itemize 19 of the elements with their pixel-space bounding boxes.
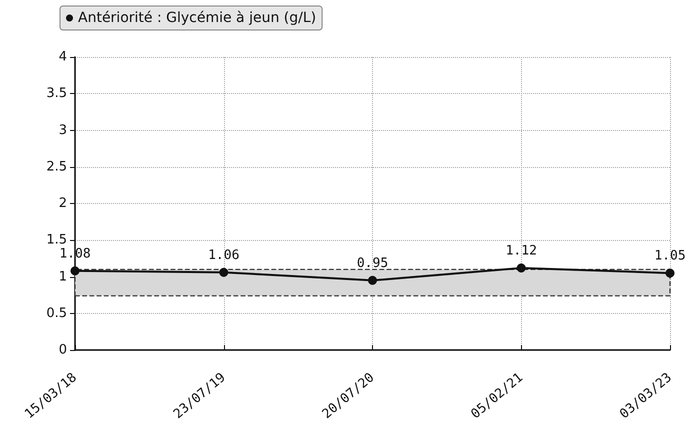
- data-label: 1.12: [506, 243, 537, 258]
- y-tick-label: 3.5: [46, 86, 67, 102]
- data-label: 1.05: [654, 248, 686, 264]
- y-tick-label: 1: [58, 269, 67, 284]
- y-tick-label: 2.5: [46, 159, 67, 174]
- y-tick-label: 4: [58, 50, 67, 64]
- point: [219, 268, 228, 277]
- y-tick-label: 1.5: [46, 232, 67, 248]
- y-tick-label: 2: [58, 196, 67, 211]
- y-tick-label: 3: [58, 122, 67, 138]
- y-tick-label: 0.5: [46, 306, 67, 321]
- point: [70, 266, 80, 276]
- y-tick-label: 0: [58, 342, 67, 358]
- point: [666, 268, 674, 278]
- point: [516, 263, 526, 272]
- data-label: 1.06: [208, 248, 240, 263]
- data-label: 0.95: [356, 256, 388, 271]
- point: [368, 276, 377, 285]
- legend-label: Antériorité : Glycémie à jeun (g/L): [78, 10, 316, 26]
